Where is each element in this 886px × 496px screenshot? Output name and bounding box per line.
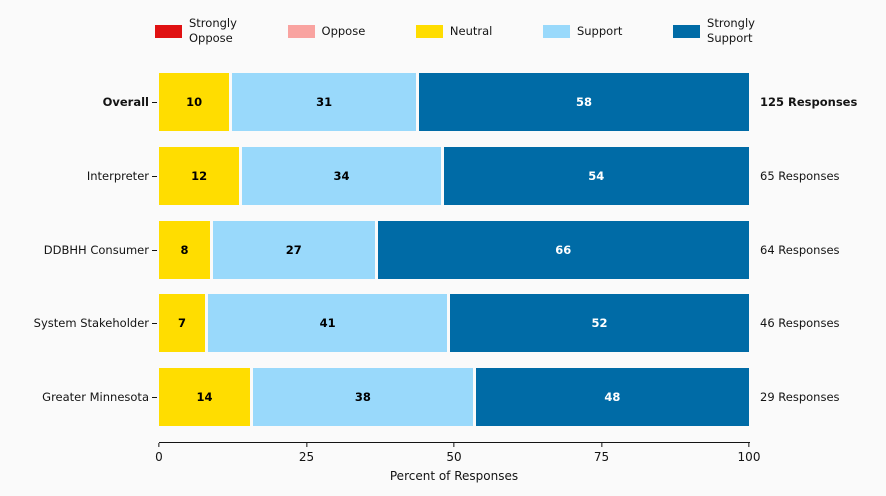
response-count-label: 46 Responses <box>760 316 840 331</box>
bar-segment: 27 <box>210 220 375 279</box>
x-tick-label: 75 <box>593 450 610 464</box>
y-tick-mark <box>152 175 157 177</box>
x-tick-mark <box>748 443 750 448</box>
stacked-bar: 12 34 54 <box>159 146 749 205</box>
stacked-bar: 7 41 52 <box>159 294 749 353</box>
stacked-bar: 10 31 58 <box>159 73 750 131</box>
chart-row: Greater Minnesota 14 38 48 29 Responses <box>0 368 886 426</box>
bar-segment: 54 <box>440 146 749 205</box>
legend-label-neutral: Neutral <box>449 23 493 38</box>
category-label: Greater Minnesota <box>42 390 149 404</box>
x-tick-mark <box>305 443 308 448</box>
bar-segment: 52 <box>447 294 749 353</box>
category-label: DDBHH Consumer <box>43 242 149 257</box>
y-tick-mark <box>152 397 157 399</box>
x-axis-title: Percent of Responses <box>389 469 519 483</box>
bar-segment: 58 <box>416 73 750 131</box>
x-tick-label: 0 <box>155 450 163 464</box>
stacked-bar: 14 38 48 <box>159 368 749 426</box>
legend-swatch-strongly-support <box>673 24 701 38</box>
x-tick-label: 25 <box>298 450 315 464</box>
x-tick-mark <box>600 443 603 448</box>
legend-swatch-neutral <box>415 24 443 38</box>
bar-segment: 12 <box>159 146 240 205</box>
bar-segment: 10 <box>159 73 230 131</box>
legend-swatch-oppose <box>287 24 315 38</box>
legend-item-neutral: Neutral <box>415 23 493 39</box>
legend-label-strongly-support: Strongly Support <box>707 16 755 45</box>
bar-segment: 38 <box>250 368 473 426</box>
bar-segment: 48 <box>472 368 749 426</box>
category-label: System Stakeholder <box>33 316 149 331</box>
response-count-label: 64 Responses <box>760 242 840 257</box>
chart-row: Interpreter 12 34 54 65 Responses <box>0 146 886 205</box>
x-tick-mark <box>158 443 160 448</box>
bar-segment: 7 <box>159 294 206 353</box>
legend-swatch-strongly-oppose <box>155 24 182 38</box>
chart-row: Overall 10 31 58 125 Responses <box>0 73 886 131</box>
bar-segment: 31 <box>229 73 416 131</box>
response-count-label: 29 Responses <box>760 390 840 404</box>
stacked-bar: 8 27 66 <box>159 220 749 279</box>
bar-segment: 8 <box>159 220 211 279</box>
x-tick-mark <box>453 443 455 448</box>
bar-segment: 14 <box>159 368 251 426</box>
legend-item-support: Support <box>542 23 623 39</box>
response-count-label: 65 Responses <box>760 168 840 183</box>
chart-row: System Stakeholder 7 41 52 46 Responses <box>0 294 886 353</box>
legend-item-strongly-support: Strongly Support <box>673 16 755 46</box>
legend: Strongly Oppose Oppose Neutral Support Stron… <box>155 8 755 54</box>
legend-item-strongly-oppose: Strongly Oppose <box>155 16 237 46</box>
x-axis-line <box>158 442 750 444</box>
bar-segment: 34 <box>239 146 441 205</box>
y-tick-mark <box>152 323 157 325</box>
x-tick-label: 50 <box>446 450 462 464</box>
bar-segment: 66 <box>374 220 749 279</box>
chart-row: DDBHH Consumer 8 27 66 64 Responses <box>0 220 886 279</box>
legend-label-oppose: Oppose <box>321 23 366 38</box>
category-label: Interpreter <box>86 168 149 183</box>
legend-label-support: Support <box>576 23 623 38</box>
legend-label-strongly-oppose: Strongly Oppose <box>189 16 237 45</box>
x-tick-label: 100 <box>737 450 761 464</box>
legend-swatch-support <box>542 24 570 38</box>
y-tick-mark <box>152 102 157 104</box>
bar-segment: 41 <box>205 294 448 353</box>
y-tick-mark <box>152 249 157 251</box>
response-count-label: 125 Responses <box>760 95 858 109</box>
legend-item-oppose: Oppose <box>287 23 366 39</box>
category-label: Overall <box>102 95 149 109</box>
